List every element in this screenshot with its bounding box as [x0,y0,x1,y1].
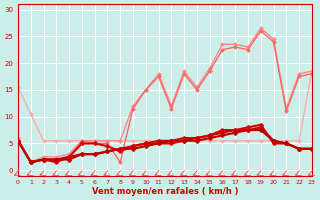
X-axis label: Vent moyen/en rafales ( km/h ): Vent moyen/en rafales ( km/h ) [92,187,238,196]
